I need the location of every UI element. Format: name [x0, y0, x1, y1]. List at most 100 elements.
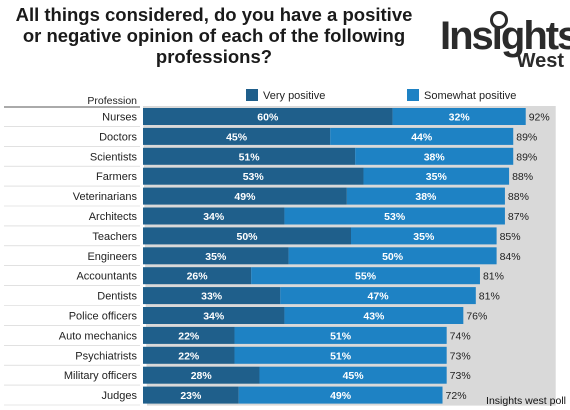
category-label-farmers: Farmers	[96, 171, 137, 183]
category-label-nurses: Nurses	[102, 112, 137, 124]
total-label-veterinarians: 88%	[508, 191, 529, 203]
label-very-positive-psychiatrists: 22%	[178, 350, 200, 362]
total-label-doctors: 89%	[516, 131, 537, 143]
logo-sub: West	[516, 50, 564, 72]
total-label-scientists: 89%	[516, 151, 537, 163]
category-label-scientists: Scientists	[90, 151, 138, 163]
label-very-positive-nurses: 60%	[257, 112, 279, 124]
total-label-psychiatrists: 73%	[450, 350, 471, 362]
bar-very-positive-nurses	[143, 108, 393, 125]
label-very-positive-scientists: 51%	[239, 151, 261, 163]
bar-very-positive-psychiatrists	[143, 346, 235, 364]
total-label-dentists: 81%	[479, 291, 500, 303]
label-very-positive-accountants: 26%	[187, 271, 209, 283]
label-somewhat-positive-scientists: 38%	[424, 151, 446, 163]
lightbulb-icon	[490, 11, 508, 29]
bar-somewhat-positive-nurses	[392, 108, 526, 125]
legend-label-very-positive: Very positive	[263, 90, 325, 102]
bar-very-positive-accountants	[143, 267, 252, 285]
label-somewhat-positive-police-officers: 43%	[363, 311, 385, 323]
total-label-police-officers: 76%	[466, 311, 487, 323]
label-very-positive-farmers: 53%	[243, 171, 265, 183]
label-very-positive-military-officers: 28%	[191, 370, 213, 382]
bar-somewhat-positive-dentists	[280, 287, 476, 305]
legend-swatch-very-positive	[246, 89, 258, 101]
total-label-engineers: 84%	[500, 251, 521, 263]
chart-title: All things considered, do you have a pos…	[15, 4, 413, 67]
total-label-accountants: 81%	[483, 271, 504, 283]
category-label-accountants: Accountants	[76, 271, 137, 283]
bar-very-positive-dentists	[143, 287, 281, 305]
bar-very-positive-farmers	[143, 167, 364, 185]
bar-somewhat-positive-judges	[238, 386, 443, 404]
label-somewhat-positive-nurses: 32%	[449, 112, 471, 124]
source-footer: Insights west poll	[486, 395, 566, 407]
label-very-positive-auto-mechanics: 22%	[178, 330, 200, 342]
total-label-nurses: 92%	[529, 112, 550, 124]
bar-very-positive-judges	[143, 386, 239, 404]
label-somewhat-positive-doctors: 44%	[411, 131, 433, 143]
label-somewhat-positive-farmers: 35%	[426, 171, 448, 183]
bar-somewhat-positive-doctors	[330, 127, 514, 145]
label-very-positive-engineers: 35%	[205, 251, 227, 263]
bar-somewhat-positive-auto-mechanics	[234, 326, 447, 344]
total-label-judges: 72%	[446, 390, 467, 402]
bar-somewhat-positive-scientists	[355, 147, 514, 165]
total-label-military-officers: 73%	[450, 370, 471, 382]
bar-very-positive-doctors	[143, 127, 331, 145]
label-very-positive-police-officers: 34%	[203, 311, 225, 323]
category-label-auto-mechanics: Auto mechanics	[59, 330, 138, 342]
bar-somewhat-positive-veterinarians	[346, 187, 505, 205]
label-very-positive-architects: 34%	[203, 211, 225, 223]
legend-label-somewhat-positive: Somewhat positive	[424, 90, 516, 102]
bar-very-positive-police-officers	[143, 307, 285, 324]
bar-very-positive-scientists	[143, 147, 356, 165]
bar-somewhat-positive-psychiatrists	[234, 346, 447, 364]
label-somewhat-positive-psychiatrists: 51%	[330, 350, 352, 362]
label-somewhat-positive-judges: 49%	[330, 390, 352, 402]
category-label-architects: Architects	[89, 211, 138, 223]
total-label-farmers: 88%	[512, 171, 533, 183]
category-label-military-officers: Military officers	[64, 370, 138, 382]
bar-very-positive-military-officers	[143, 366, 260, 384]
category-label-engineers: Engineers	[87, 251, 137, 263]
category-label-judges: Judges	[102, 390, 138, 402]
label-somewhat-positive-architects: 53%	[384, 211, 406, 223]
label-very-positive-veterinarians: 49%	[234, 191, 256, 203]
category-label-teachers: Teachers	[92, 231, 137, 243]
bar-somewhat-positive-police-officers	[284, 307, 464, 324]
insights-west-logo: Insights West	[436, 11, 570, 74]
label-very-positive-judges: 23%	[180, 390, 202, 402]
category-label-dentists: Dentists	[97, 291, 137, 303]
label-somewhat-positive-military-officers: 45%	[343, 370, 365, 382]
total-label-auto-mechanics: 74%	[450, 330, 471, 342]
label-somewhat-positive-dentists: 47%	[368, 291, 390, 303]
category-label-veterinarians: Veterinarians	[73, 191, 138, 203]
label-somewhat-positive-auto-mechanics: 51%	[330, 330, 352, 342]
label-very-positive-dentists: 33%	[201, 291, 223, 303]
bar-very-positive-veterinarians	[143, 187, 347, 205]
bar-very-positive-teachers	[143, 227, 351, 245]
category-label-police-officers: Police officers	[69, 311, 138, 323]
bar-somewhat-positive-engineers	[288, 247, 497, 265]
bar-very-positive-architects	[143, 207, 285, 225]
legend-swatch-somewhat-positive	[407, 89, 419, 101]
label-very-positive-teachers: 50%	[236, 231, 258, 243]
bar-very-positive-auto-mechanics	[143, 326, 235, 344]
label-very-positive-doctors: 45%	[226, 131, 248, 143]
bar-somewhat-positive-farmers	[363, 167, 510, 185]
total-label-architects: 87%	[508, 211, 529, 223]
label-somewhat-positive-accountants: 55%	[355, 271, 377, 283]
bar-somewhat-positive-teachers	[351, 227, 497, 245]
label-somewhat-positive-engineers: 50%	[382, 251, 404, 263]
bar-somewhat-positive-architects	[284, 207, 505, 225]
total-label-teachers: 85%	[500, 231, 521, 243]
category-label-doctors: Doctors	[99, 131, 137, 143]
bar-somewhat-positive-accountants	[251, 267, 480, 285]
bar-somewhat-positive-military-officers	[259, 366, 447, 384]
category-label-psychiatrists: Psychiatrists	[75, 350, 137, 362]
category-axis-header: Profession	[87, 95, 137, 107]
label-somewhat-positive-veterinarians: 38%	[415, 191, 437, 203]
bar-very-positive-engineers	[143, 247, 289, 265]
